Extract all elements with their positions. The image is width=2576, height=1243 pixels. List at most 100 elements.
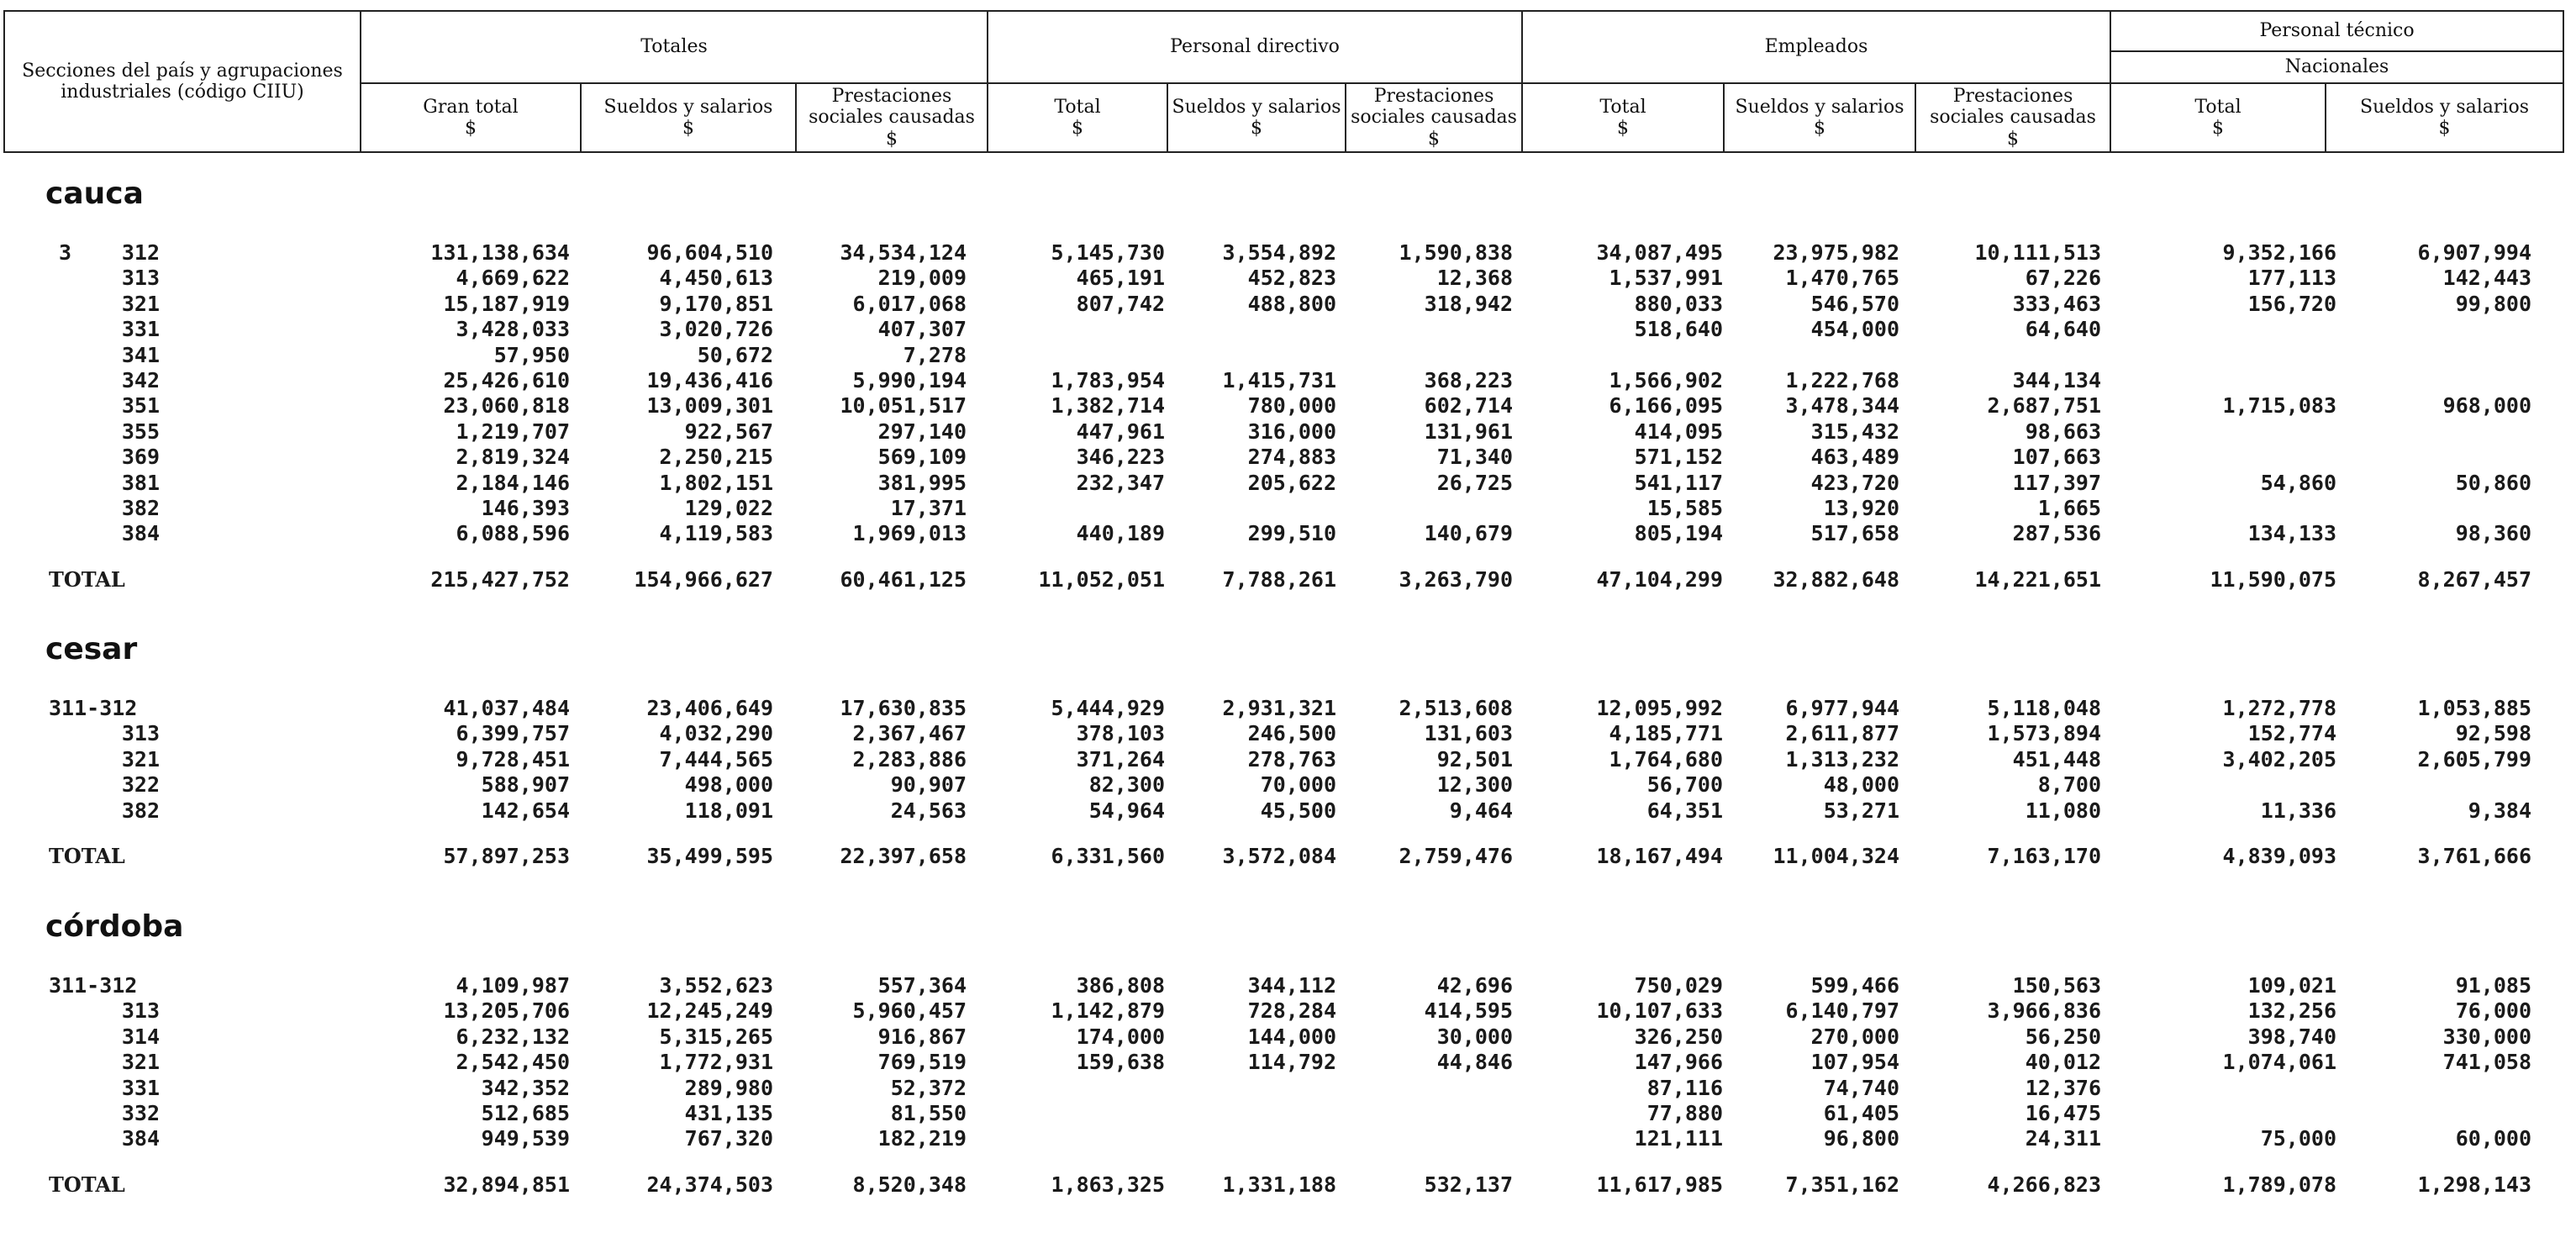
table-cell: 6,977,944 [1785,696,1899,720]
table-cell: 117,397 [2012,470,2101,495]
table-cell: 423,720 [1810,470,1899,495]
table-cell: 12,376 [2025,1075,2101,1100]
column-header-unit: $ [2438,117,2451,139]
table-cell: 454,000 [1810,317,1899,342]
total-cell: 14,221,651 [1974,566,2101,592]
table-cell: 588,907 [481,772,570,798]
table-cell: 1,382,714 [1051,393,1165,419]
ciiu-code: 341 [121,342,160,367]
table-cell: 3,402,205 [2222,746,2336,772]
table-cell: 159,638 [1076,1050,1165,1075]
table-cell: 602,714 [1424,393,1513,419]
table-cell: 1,764,680 [1609,746,1723,772]
table-cell: 92,501 [1436,746,1513,772]
table-cell: 452,823 [1247,266,1336,291]
ciiu-code: 313 [121,266,160,291]
table-cell: 12,368 [1436,266,1513,291]
column-header: Total $ [1521,82,1725,153]
table-cell: 24,563 [890,798,967,823]
header-group-empleados: Empleados [1521,10,2112,84]
table-cell: 780,000 [1247,393,1336,419]
ciiu-code: 313 [121,998,160,1024]
table-cell: 17,630,835 [840,696,967,720]
ciiu-code: 313 [121,721,160,746]
ciiu-code: 382 [121,798,160,823]
table-cell: 10,111,513 [1974,240,2101,265]
column-header: Total $ [987,82,1169,153]
ciiu-code: 369 [121,445,160,470]
column-header-label: Prestaciones sociales causadas [1351,86,1517,129]
table-cell: 53,271 [1823,798,1899,823]
table-cell: 132,256 [2247,998,2336,1024]
column-header: Sueldos y salarios $ [1167,82,1347,153]
table-cell: 4,032,290 [659,721,773,746]
table-cell: 64,351 [1646,798,1723,823]
column-header: Prestaciones sociales causadas $ [1345,82,1524,153]
column-header-label: Total [2194,96,2241,118]
table-cell: 451,448 [2012,746,2101,772]
total-cell: 32,894,851 [443,1172,570,1197]
column-header-unit: $ [1814,117,1826,139]
ciiu-code: 321 [121,291,160,316]
table-cell: 219,009 [877,266,967,291]
table-cell: 57,950 [493,342,570,367]
table-cell: 541,117 [1634,470,1723,495]
table-row: 311-312 41,037,484 23,406,649 17,630,835 5,4… [0,696,2576,721]
table-cell: 23,060,818 [443,393,570,419]
total-cell: 47,104,299 [1596,566,1723,592]
table-cell: 131,138,634 [430,240,570,265]
column-header-unit: $ [682,117,694,139]
table-cell: 6,399,757 [456,721,570,746]
table-cell: 398,740 [2247,1024,2336,1049]
table-cell: 289,980 [684,1075,773,1100]
total-cell: 11,052,051 [1038,566,1165,592]
total-label: TOTAL [49,1172,125,1197]
table-cell: 5,990,194 [852,368,967,392]
table-cell: 12,095,992 [1596,696,1723,720]
table-cell: 1,590,838 [1399,240,1513,265]
table-cell: 7,444,565 [659,746,773,772]
table-cell: 2,819,324 [456,445,570,470]
table-cell: 3,428,033 [456,317,570,342]
ciiu-code: 322 [121,772,160,798]
column-header: Gran total $ [360,82,582,153]
total-cell: 1,863,325 [1051,1172,1165,1197]
total-cell: 8,267,457 [2417,566,2531,592]
table-cell: 463,489 [1810,445,1899,470]
table-cell: 407,307 [877,317,967,342]
table-cell: 880,033 [1634,291,1723,316]
table-cell: 246,500 [1247,721,1336,746]
table-row: 311-312 4,109,987 3,552,623 557,364 386,808 3… [0,973,2576,998]
table-row: 314 6,232,132 5,315,265 916,867 174,000 144,0… [0,1024,2576,1050]
table-cell: 381,995 [877,470,967,495]
table-cell: 2,542,450 [456,1050,570,1075]
table-row: 369 2,819,324 2,250,215 569,109 346,223 274,8… [0,445,2576,470]
table-cell: 728,284 [1247,998,1336,1024]
table-cell: 922,567 [684,419,773,444]
table-cell: 131,603 [1424,721,1513,746]
ciiu-code: 331 [121,1075,160,1100]
table-cell: 13,920 [1823,496,1899,520]
table-cell: 1,783,954 [1051,368,1165,392]
table-cell: 750,029 [1634,973,1723,998]
table-cell: 74,740 [1823,1075,1899,1100]
table-cell: 107,663 [2012,445,2101,470]
table-cell: 107,954 [1810,1050,1899,1075]
table-row: 3 312 131,138,634 96,604,510 34,534,124 5,145… [0,240,2576,266]
table-cell: 174,000 [1076,1024,1165,1049]
table-cell: 1,470,765 [1785,266,1899,291]
column-header-label: Gran total [423,96,519,118]
total-cell: 3,572,084 [1222,844,1336,868]
table-cell: 67,226 [2025,266,2101,291]
table-cell: 56,700 [1646,772,1723,798]
column-header-label: Sueldos y salarios [1172,96,1341,118]
table-cell: 2,283,886 [852,746,967,772]
table-cell: 3,478,344 [1785,393,1899,419]
ciiu-code: 384 [121,1126,160,1151]
table-cell: 1,415,731 [1222,368,1336,392]
table-cell: 121,111 [1634,1126,1723,1151]
table-cell: 98,663 [2025,419,2101,444]
table-cell: 488,800 [1247,291,1336,316]
table-cell: 741,058 [2442,1050,2531,1075]
table-cell: 9,384 [2468,798,2531,823]
